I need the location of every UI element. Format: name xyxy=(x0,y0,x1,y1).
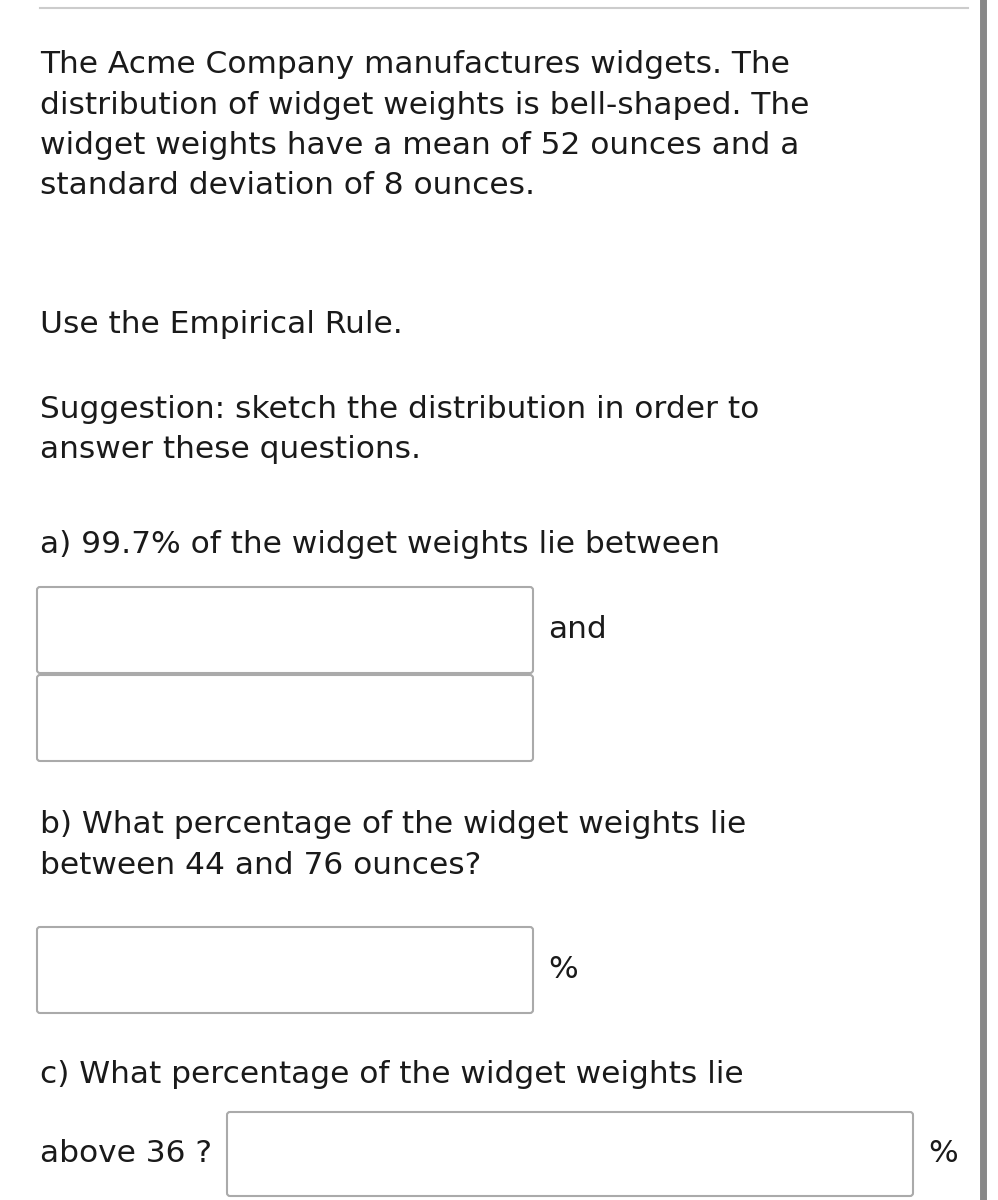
Text: c) What percentage of the widget weights lie: c) What percentage of the widget weights… xyxy=(40,1060,744,1090)
Text: a) 99.7% of the widget weights lie between: a) 99.7% of the widget weights lie betwe… xyxy=(40,530,720,559)
Text: above 36 ?: above 36 ? xyxy=(40,1140,212,1169)
Text: The Acme Company manufactures widgets. The
distribution of widget weights is bel: The Acme Company manufactures widgets. T… xyxy=(40,50,809,200)
Text: %: % xyxy=(928,1140,958,1169)
FancyBboxPatch shape xyxy=(227,1112,913,1196)
Text: b) What percentage of the widget weights lie
between 44 and 76 ounces?: b) What percentage of the widget weights… xyxy=(40,810,747,880)
Text: Use the Empirical Rule.: Use the Empirical Rule. xyxy=(40,310,403,338)
FancyBboxPatch shape xyxy=(37,926,533,1013)
Text: %: % xyxy=(548,955,578,984)
Text: and: and xyxy=(548,616,607,644)
FancyBboxPatch shape xyxy=(37,587,533,673)
Text: Suggestion: sketch the distribution in order to
answer these questions.: Suggestion: sketch the distribution in o… xyxy=(40,395,759,464)
FancyBboxPatch shape xyxy=(37,674,533,761)
